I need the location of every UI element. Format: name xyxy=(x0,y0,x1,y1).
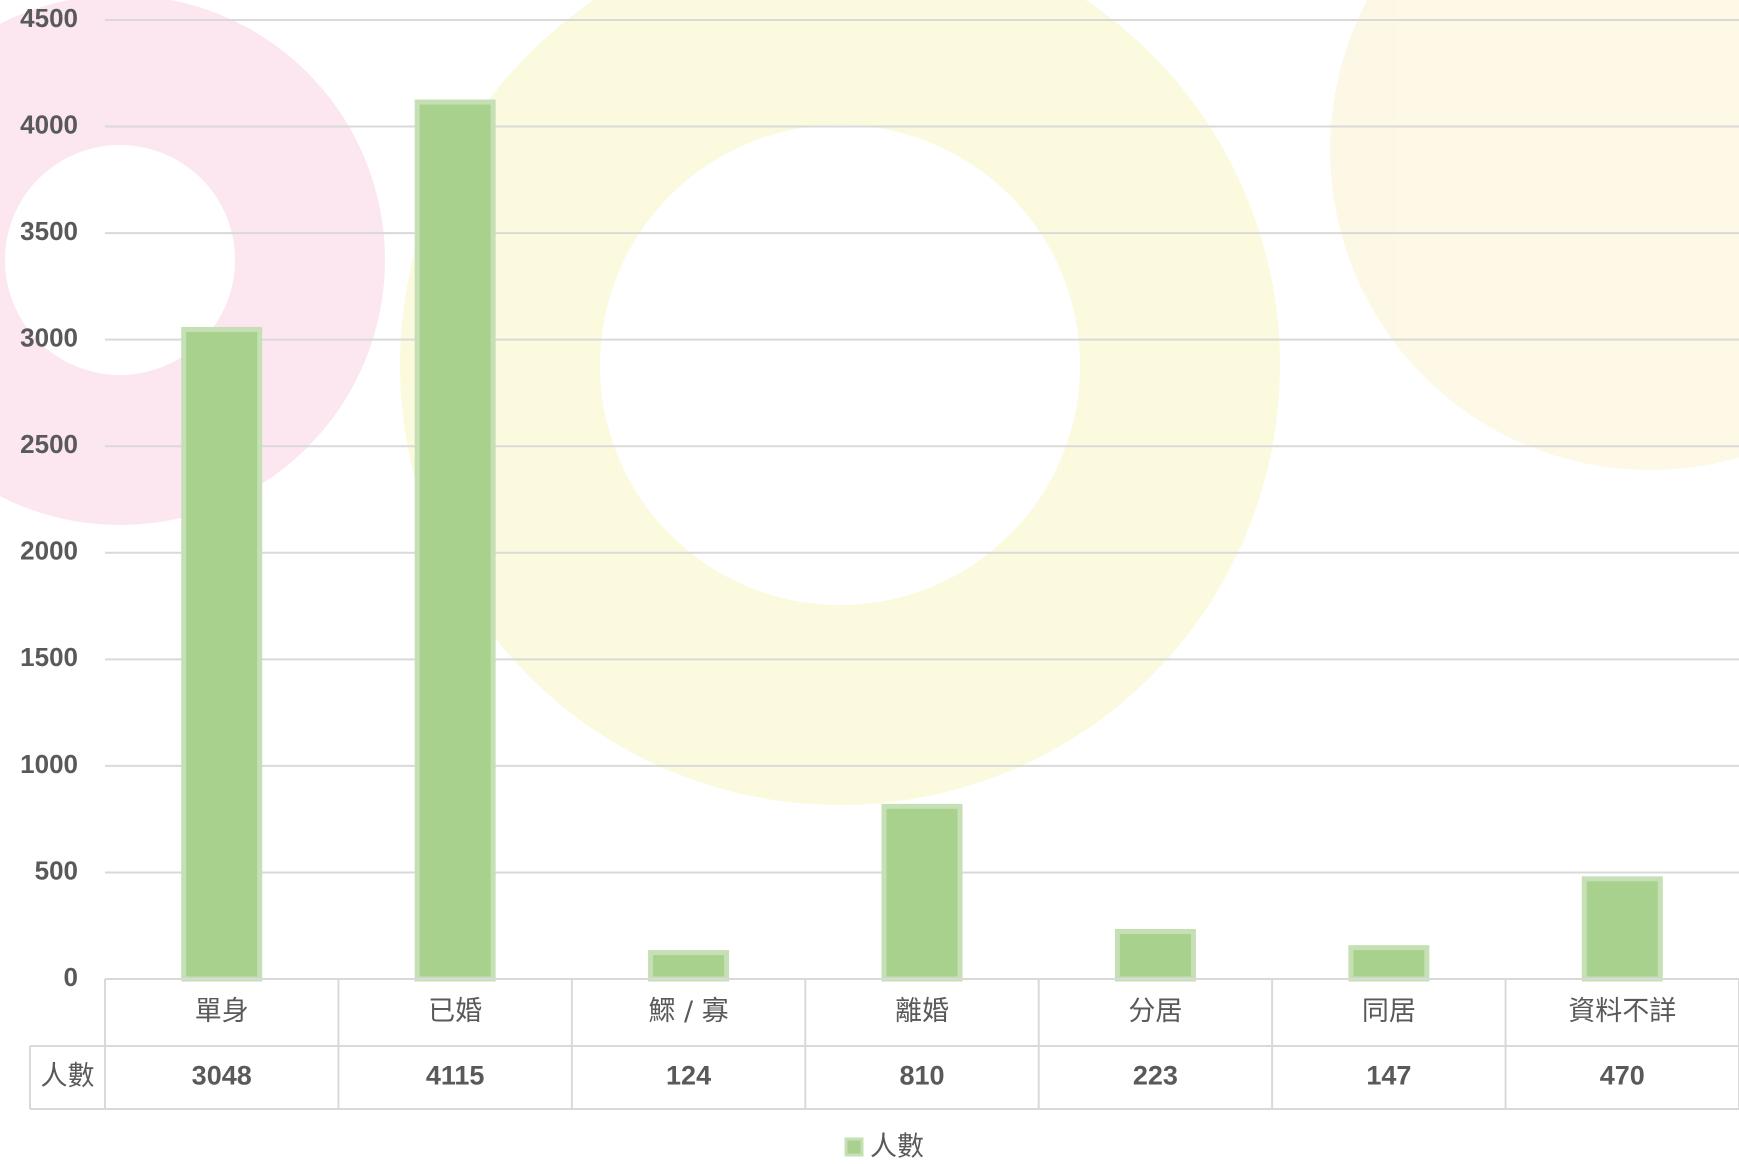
bar xyxy=(884,806,960,979)
table-row-header: 人數 xyxy=(41,1061,95,1092)
chart: 0 500 1000 1500 2000 2500 3000 3500 4000 4500 人數 單身… xyxy=(0,0,1739,1164)
y-tick-label: 1500 xyxy=(20,642,78,672)
y-tick-label: 4000 xyxy=(20,109,78,139)
table-value: 223 xyxy=(1133,1061,1178,1091)
bar xyxy=(1351,948,1427,979)
x-tick-label: 同居 xyxy=(1362,996,1416,1027)
gear-orange xyxy=(1330,0,1739,470)
bar xyxy=(651,953,727,979)
y-tick-label: 3500 xyxy=(20,216,78,246)
table-value: 124 xyxy=(666,1061,711,1091)
y-tick-label: 2500 xyxy=(20,429,78,459)
bar xyxy=(1584,879,1660,979)
table-value: 4115 xyxy=(426,1061,485,1091)
table-value: 3048 xyxy=(192,1061,252,1091)
y-tick-label: 2000 xyxy=(20,536,78,566)
x-tick-label: 單身 xyxy=(195,996,249,1027)
y-tick-label: 500 xyxy=(35,855,78,885)
y-tick-label: 4500 xyxy=(20,3,78,33)
x-tick-label: 鰥 / 寡 xyxy=(648,996,728,1027)
x-tick-label: 分居 xyxy=(1128,996,1182,1027)
y-tick-label: 0 xyxy=(64,962,78,992)
x-tick-label: 離婚 xyxy=(895,996,949,1027)
x-tick-label: 資料不詳 xyxy=(1568,996,1676,1027)
bar xyxy=(417,102,493,979)
legend-label: 人數 xyxy=(870,1132,924,1163)
table-value: 470 xyxy=(1600,1061,1645,1091)
bar xyxy=(184,329,260,979)
y-tick-label: 1000 xyxy=(20,749,78,779)
bar xyxy=(1117,931,1193,979)
y-tick-label: 3000 xyxy=(20,323,78,353)
table-value: 147 xyxy=(1366,1061,1411,1091)
table-value: 810 xyxy=(899,1061,944,1091)
legend-swatch xyxy=(846,1139,862,1155)
x-tick-label: 已婚 xyxy=(428,996,482,1027)
